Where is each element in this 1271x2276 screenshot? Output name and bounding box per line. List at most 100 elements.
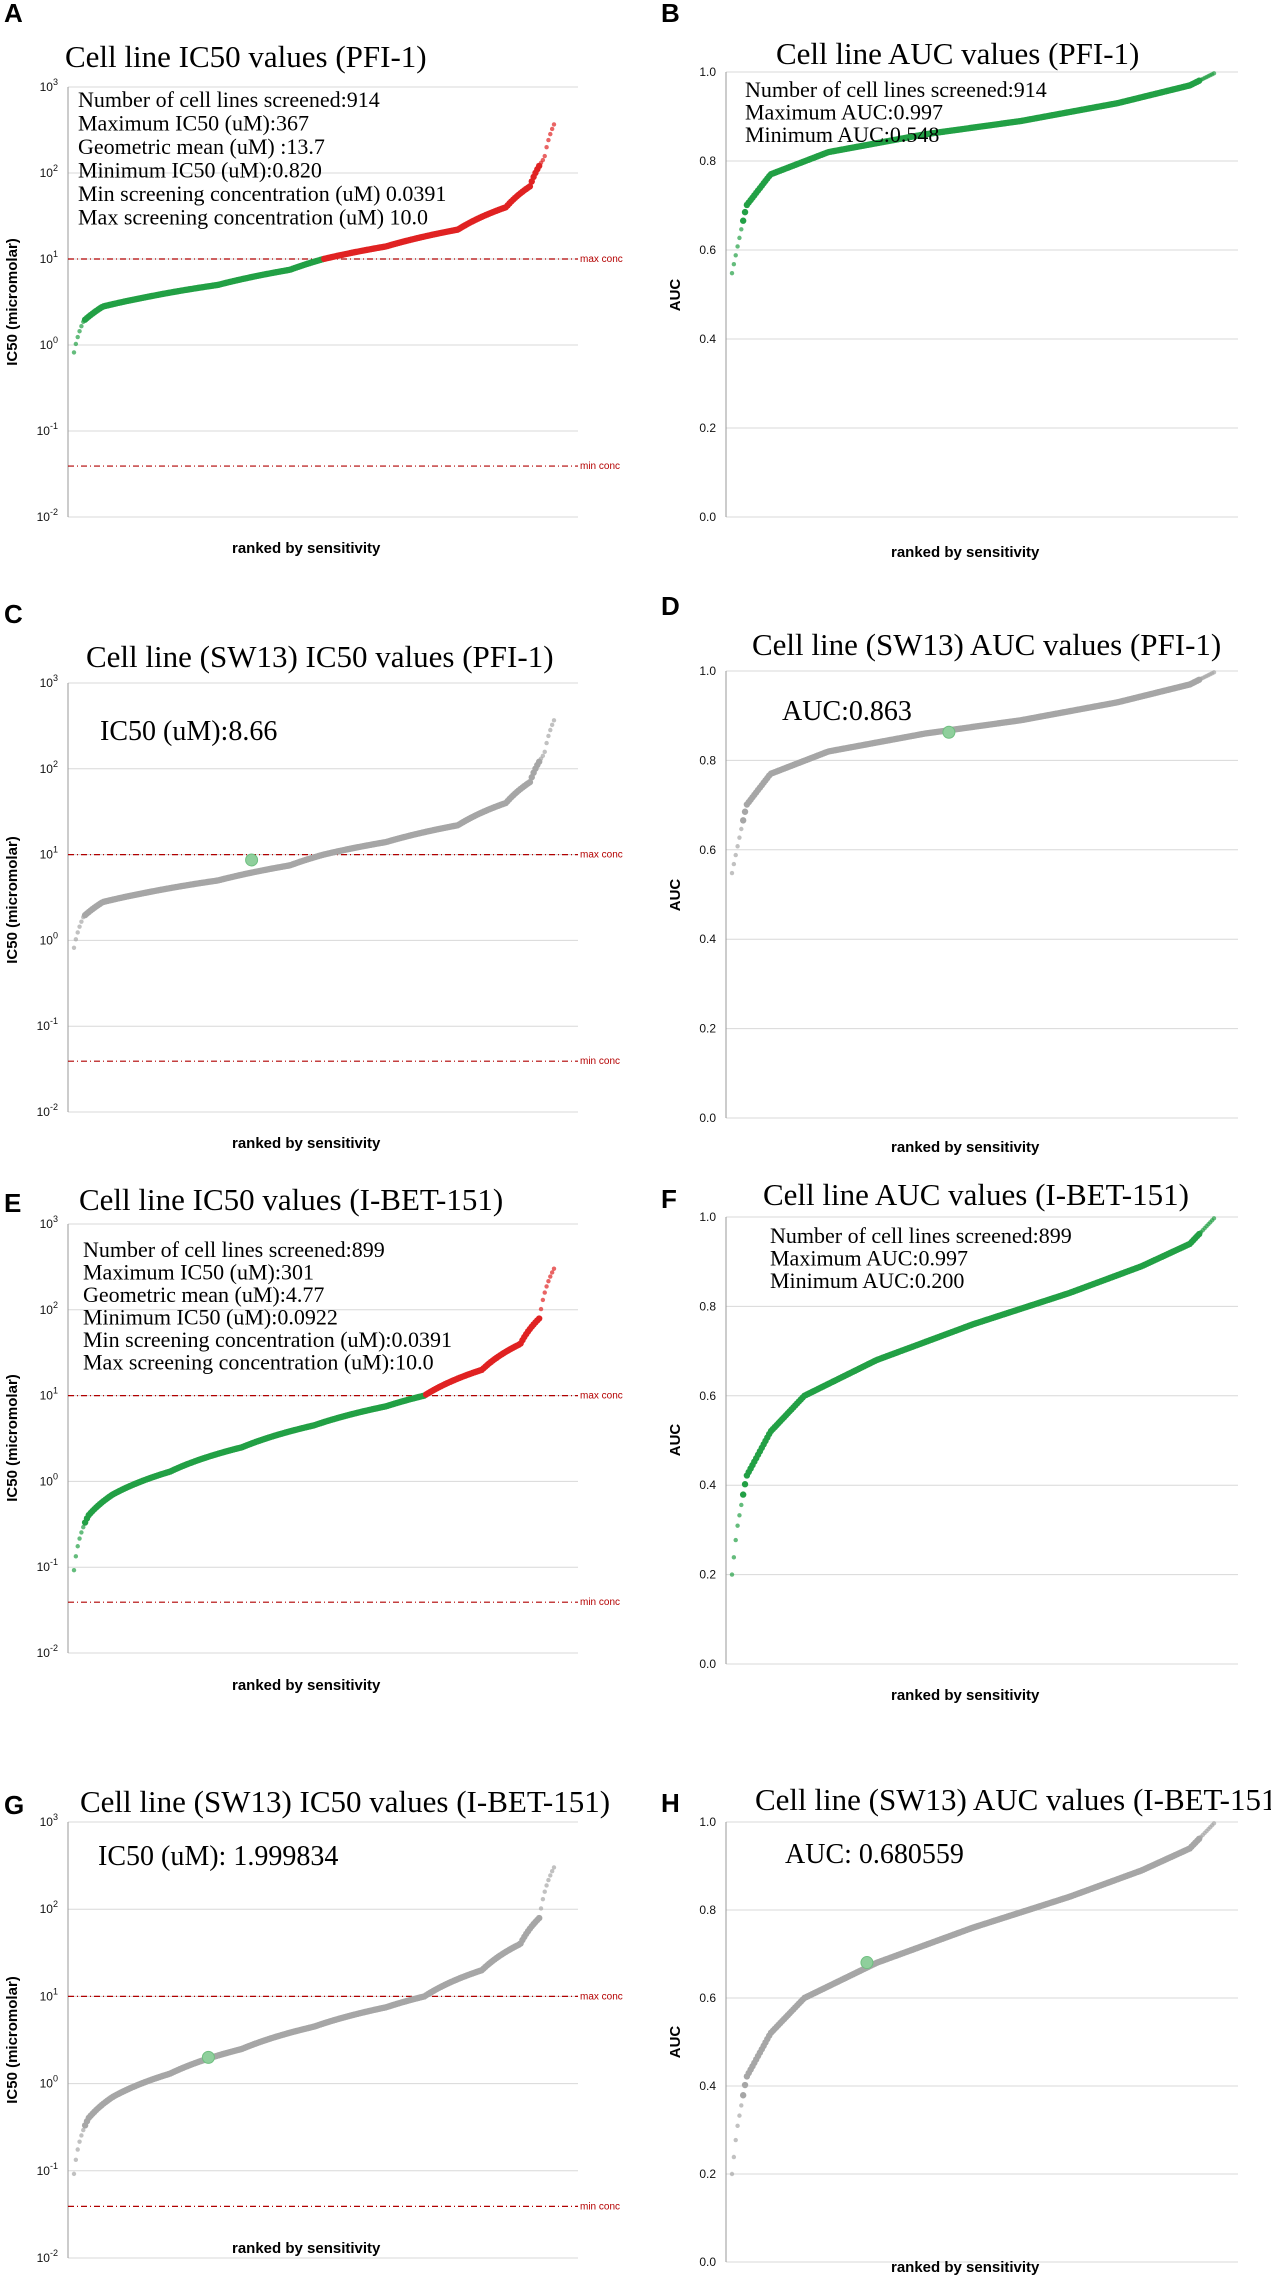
- info-line: Minimum AUC:0.548: [745, 122, 939, 147]
- panel-letter: A: [4, 0, 23, 28]
- y-axis-label: IC50 (micromolar): [4, 238, 21, 366]
- panel-letter: H: [661, 1788, 680, 1818]
- y-axis-label: AUC: [667, 2026, 684, 2059]
- data-point: [540, 1297, 546, 1303]
- chart-title: Cell line (SW13) IC50 values (PFI-1): [86, 639, 554, 674]
- tick-base: 10: [40, 1303, 54, 1317]
- y-tick-label: 102: [40, 1899, 58, 1916]
- y-tick-label: 0.2: [699, 1568, 716, 1582]
- x-axis-label: ranked by sensitivity: [891, 1139, 1040, 1156]
- tick-exponent: 2: [53, 163, 58, 173]
- y-tick-label: 102: [40, 759, 58, 776]
- y-tick-label: 101: [40, 249, 58, 266]
- data-point: [77, 329, 82, 334]
- info-line: Minimum IC50 (uM):0.820: [78, 158, 322, 183]
- data-point: [739, 2092, 747, 2099]
- tick-exponent: -1: [50, 1016, 58, 1026]
- tick-exponent: 1: [53, 845, 58, 855]
- highlight-marker: [860, 1956, 874, 1970]
- y-tick-label: 103: [40, 673, 58, 690]
- data-point: [535, 1914, 543, 1922]
- data-point: [737, 835, 742, 840]
- y-tick-label: 1.0: [699, 664, 716, 678]
- tick-exponent: -2: [50, 507, 58, 517]
- data-point: [739, 217, 747, 224]
- data-point: [546, 137, 551, 143]
- y-tick-label: 0.8: [699, 1299, 716, 1313]
- tick-base: 10: [40, 1989, 54, 2003]
- data-point: [739, 826, 744, 832]
- data-point: [551, 1865, 557, 1870]
- data-point: [526, 778, 534, 786]
- tick-exponent: -2: [50, 1643, 58, 1653]
- y-tick-label: 101: [40, 1386, 58, 1403]
- info-line: Number of cell lines screened:899: [83, 1237, 385, 1262]
- data-point: [548, 727, 553, 733]
- panel-letter: C: [4, 599, 23, 629]
- data-point: [73, 1554, 79, 1559]
- data-point: [731, 2154, 737, 2160]
- tick-base: 10: [40, 338, 54, 352]
- data-point: [731, 861, 737, 867]
- data-point: [73, 937, 79, 942]
- data-point: [741, 808, 749, 815]
- data-point: [544, 145, 549, 150]
- info-line: Geometric mean (uM) :13.7: [78, 134, 325, 159]
- data-point: [548, 1873, 553, 1878]
- reference-line-label: min conc: [580, 1056, 620, 1067]
- y-tick-label: 0.6: [699, 1389, 716, 1403]
- y-tick-label: 10-2: [37, 1102, 58, 1119]
- data-point: [735, 2123, 740, 2129]
- info-line: Max screening concentration (uM):10.0: [83, 1350, 434, 1375]
- tick-exponent: 1: [53, 249, 58, 259]
- data-point: [741, 2081, 749, 2089]
- reference-line-label: max conc: [580, 254, 623, 265]
- tick-base: 10: [37, 424, 51, 438]
- y-tick-label: 0.0: [699, 510, 716, 524]
- tick-exponent: -1: [50, 1557, 58, 1567]
- panel-h: 1.0 0.8 0.6 0.4 0.2 0.0 Cell line (SW13) AUC v…: [661, 1782, 1271, 2276]
- tick-exponent: 3: [53, 77, 58, 87]
- data-point: [729, 1572, 735, 1577]
- data-point: [551, 1266, 557, 1271]
- y-tick-label: 10-1: [37, 2161, 58, 2178]
- data-point: [538, 1306, 544, 1312]
- tick-base: 10: [40, 848, 54, 862]
- data-point: [75, 334, 80, 340]
- chart-title: Cell line (SW13) IC50 values (I-BET-151): [80, 1784, 610, 1819]
- data-point: [741, 208, 749, 216]
- y-tick-label: 0.8: [699, 1903, 716, 1917]
- chart-title: Cell line IC50 values (I-BET-151): [79, 1182, 503, 1217]
- data-point: [548, 1274, 553, 1279]
- tick-base: 10: [40, 676, 54, 690]
- data-point: [79, 324, 84, 329]
- data-point: [549, 1869, 555, 1874]
- y-tick-label: 0.2: [699, 1022, 716, 1036]
- x-axis-label: ranked by sensitivity: [891, 2259, 1040, 2276]
- data-point: [737, 2113, 742, 2118]
- data-point: [1211, 1821, 1217, 1826]
- x-axis-label: ranked by sensitivity: [232, 540, 381, 557]
- y-tick-label: 0.2: [699, 2167, 716, 2181]
- data-point: [535, 1315, 543, 1322]
- reference-line-label: max conc: [580, 1991, 623, 2002]
- reference-line-label: min conc: [580, 1597, 620, 1608]
- y-tick-label: 0.8: [699, 154, 716, 168]
- y-tick-label: 0.0: [699, 2255, 716, 2269]
- info-line: Maximum AUC:0.997: [770, 1246, 968, 1271]
- data-point: [540, 753, 546, 759]
- data-point: [551, 122, 557, 127]
- tick-exponent: -1: [50, 2161, 58, 2171]
- data-point: [729, 2171, 735, 2177]
- info-line: Maximum IC50 (uM):367: [78, 111, 309, 136]
- y-tick-label: 10-2: [37, 2248, 58, 2265]
- panel-d: 1.0 0.8 0.6 0.4 0.2 0.0 Cell line (SW13) AUC v…: [661, 591, 1238, 1156]
- y-tick-label: 10-1: [37, 421, 58, 438]
- panel-letter: F: [661, 1184, 677, 1214]
- y-tick-label: 1.0: [699, 1210, 716, 1224]
- y-axis-label: IC50 (micromolar): [4, 1976, 21, 2104]
- tick-exponent: 2: [53, 759, 58, 769]
- tick-exponent: 1: [53, 1986, 58, 1996]
